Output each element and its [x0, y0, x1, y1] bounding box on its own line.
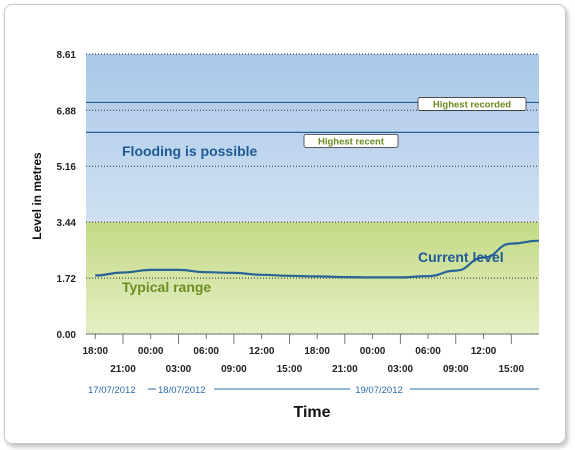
- x-tick-label: 00:00: [360, 346, 386, 357]
- reference-label: Highest recent: [318, 136, 385, 147]
- current-level-label: Current level: [418, 249, 504, 265]
- reference-label-box: [417, 97, 527, 111]
- x-tick-label: 09:00: [443, 364, 469, 375]
- x-tick-label: 21:00: [110, 364, 136, 375]
- y-tick-label: 1.72: [57, 274, 77, 285]
- x-tick-label: 18:00: [82, 346, 108, 357]
- x-tick-label: 06:00: [193, 346, 219, 357]
- x-tick-label: 03:00: [166, 364, 192, 375]
- flooding-label: Flooding is possible: [122, 143, 258, 159]
- date-label: 18/07/2012: [158, 385, 206, 396]
- x-tick-label: 06:00: [415, 346, 441, 357]
- x-tick-label: 15:00: [498, 364, 524, 375]
- x-tick-label: 09:00: [221, 364, 247, 375]
- x-axis-label: Time: [293, 404, 330, 421]
- y-tick-label: 3.44: [57, 218, 77, 229]
- reference-label-box: [303, 133, 399, 148]
- x-tick-label: 00:00: [138, 346, 164, 357]
- x-tick-label: 15:00: [277, 364, 303, 375]
- series-line-current-level: [95, 239, 540, 279]
- y-tick-label: 5.16: [57, 162, 77, 173]
- x-tick-label: 18:00: [304, 346, 330, 357]
- y-tick-label: 6.88: [57, 106, 77, 117]
- typical-range-label: Typical range: [122, 279, 211, 295]
- y-tick-label: 8.61: [57, 50, 77, 61]
- y-axis-label: Level in metres: [30, 152, 44, 240]
- date-label: 19/07/2012: [355, 385, 403, 396]
- x-tick-label: 12:00: [471, 346, 497, 357]
- x-tick-label: 03:00: [388, 364, 414, 375]
- y-tick-label: 0.00: [57, 330, 77, 341]
- reference-label: Highest recorded: [433, 99, 511, 110]
- date-label: 17/07/2012: [88, 385, 136, 396]
- x-tick-label: 21:00: [332, 364, 358, 375]
- x-tick-label: 12:00: [249, 346, 275, 357]
